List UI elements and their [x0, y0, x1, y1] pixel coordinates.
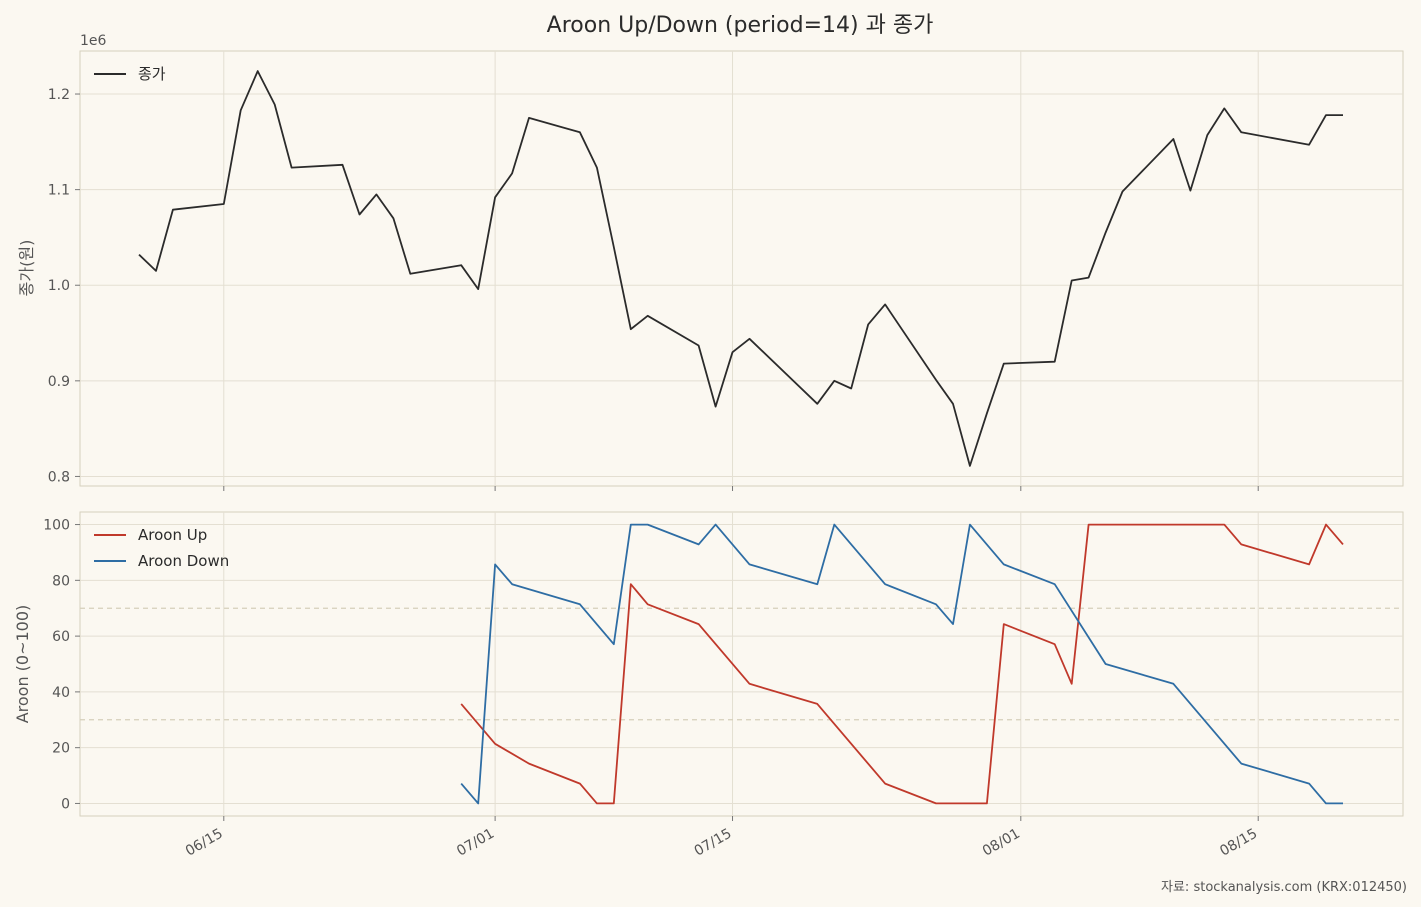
price-y-tick-label: 1.2 — [48, 87, 70, 103]
aroon-up-line — [460, 523, 1344, 805]
aroon-up-legend-label: Aroon Up — [138, 526, 207, 544]
aroon-x-ticks: 06/15 07/01 07/15 08/01 08/15 — [183, 816, 1260, 860]
price-y-tick-label: 0.9 — [48, 374, 70, 390]
aroon-down-line — [460, 523, 1343, 805]
aroon-x-tick-label: 06/15 — [183, 826, 226, 860]
price-series-line — [138, 70, 1343, 467]
aroon-down-legend-label: Aroon Down — [138, 552, 229, 570]
price-y-tick-label: 0.8 — [48, 469, 70, 485]
price-y-ticks: 0.8 0.9 1.0 1.1 1.2 — [48, 87, 80, 485]
price-y-tick-label: 1.0 — [48, 278, 70, 294]
aroon-y-tick-label: 80 — [52, 573, 70, 589]
price-panel: 0.8 0.9 1.0 1.1 1.2 1e6 종가(원) 종가 — [17, 33, 1404, 491]
aroon-y-axis-label: Aroon (0~100) — [13, 605, 32, 724]
aroon-x-tick-label: 08/01 — [980, 826, 1023, 860]
aroon-x-tick-label: 08/15 — [1217, 826, 1260, 860]
price-grid — [80, 51, 1403, 486]
aroon-x-tick-label: 07/01 — [454, 826, 497, 860]
aroon-y-tick-label: 20 — [52, 741, 70, 757]
price-lines — [138, 70, 1343, 467]
aroon-y-tick-label: 60 — [52, 629, 70, 645]
price-y-tick-label: 1.1 — [48, 183, 70, 199]
aroon-y-tick-label: 100 — [43, 518, 70, 534]
aroon-y-tick-label: 0 — [61, 796, 70, 812]
price-legend-label: 종가 — [138, 65, 166, 83]
source-note: 자료: stockanalysis.com (KRX:012450) — [1161, 880, 1407, 895]
aroon-y-tick-label: 40 — [52, 685, 70, 701]
aroon-panel: 0 20 40 60 80 100 06/15 07/01 07/15 08/01 08/15 A… — [13, 511, 1404, 860]
aroon-y-ticks: 0 20 40 60 80 100 — [43, 518, 80, 812]
aroon-grid — [80, 512, 1403, 816]
chart-title: Aroon Up/Down (period=14) 과 종가 — [547, 13, 934, 38]
price-y-offset-text: 1e6 — [80, 33, 107, 49]
aroon-legend: Aroon Up Aroon Down — [94, 526, 229, 570]
aroon-x-tick-label: 07/15 — [692, 826, 735, 860]
aroon-reference-lines — [80, 607, 1403, 721]
price-x-tick-marks — [223, 486, 1259, 491]
aroon-lines — [460, 523, 1344, 805]
price-legend: 종가 — [94, 65, 166, 83]
price-y-axis-label: 종가(원) — [17, 240, 36, 297]
